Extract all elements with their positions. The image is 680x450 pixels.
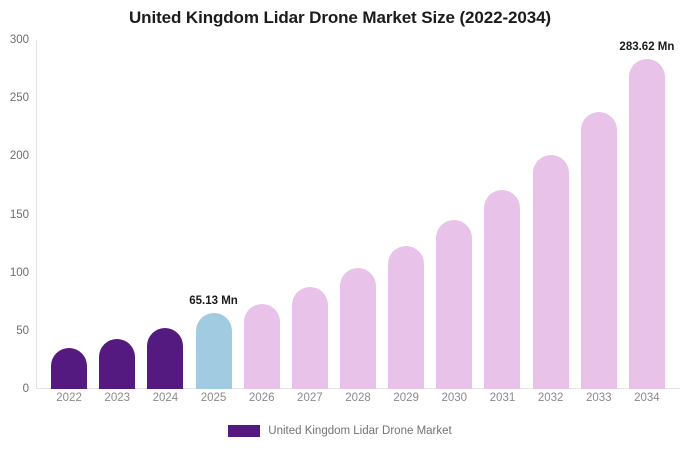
x-axis-tick-label: 2026: [248, 392, 275, 404]
x-axis-tick-label: 2027: [297, 392, 323, 404]
bar[interactable]: [291, 287, 328, 389]
x-axis-tick-label: 2032: [537, 392, 564, 404]
x-axis-tick-label: 2028: [345, 392, 371, 404]
y-axis-tick-label: 250: [9, 92, 29, 105]
x-axis-tick-label: 2025: [200, 392, 227, 404]
bar[interactable]: [99, 338, 136, 389]
bars-layer: 65.13 Mn 283.62 Mn: [36, 40, 680, 389]
legend-item-label: United Kingdom Lidar Drone Market: [268, 425, 452, 437]
bar-group[interactable]: [291, 40, 328, 389]
y-axis-tick-label: 200: [9, 150, 29, 163]
plot-area: 0 50 100 150 200 250 300 65.13 Mn 283.62 Mn 202…: [10, 34, 680, 404]
bar-group[interactable]: [484, 40, 521, 389]
bar[interactable]: [532, 154, 569, 389]
x-axis-tick-label: 2024: [152, 392, 179, 404]
bar-value-label: 283.62 Mn: [619, 41, 675, 54]
x-axis-tick-label: 2031: [489, 392, 516, 404]
y-axis-tick-label: 150: [9, 208, 29, 221]
bar[interactable]: [195, 313, 232, 389]
bar-group[interactable]: [243, 40, 280, 389]
bar-group[interactable]: [436, 40, 473, 389]
bar-group[interactable]: 65.13 Mn: [189, 40, 238, 389]
bar[interactable]: [243, 303, 280, 389]
bar[interactable]: [340, 267, 376, 389]
bar-group[interactable]: [99, 40, 136, 389]
bar[interactable]: [436, 219, 473, 389]
legend-swatch-icon: [228, 425, 261, 437]
bar[interactable]: [147, 327, 184, 389]
x-axis-tick-label: 2030: [441, 392, 468, 404]
bar-group[interactable]: [532, 40, 569, 389]
x-axis-tick-label: 2033: [585, 392, 612, 404]
y-axis-tick-label: 0: [22, 383, 29, 395]
bar[interactable]: [580, 111, 617, 389]
bar[interactable]: [388, 246, 425, 389]
bar-group[interactable]: [580, 40, 617, 389]
legend-item[interactable]: United Kingdom Lidar Drone Market: [228, 425, 452, 437]
bar[interactable]: [51, 348, 88, 389]
y-axis-line: [36, 40, 37, 389]
bar-group[interactable]: [147, 40, 184, 389]
bar-group[interactable]: [388, 40, 425, 389]
chart-title: United Kingdom Lidar Drone Market Size (…: [129, 8, 551, 27]
x-axis-tick-label: 2034: [634, 392, 660, 404]
x-axis-tick-label: 2022: [56, 392, 82, 404]
x-axis-tick-label: 2023: [104, 392, 131, 404]
chart-legend: United Kingdom Lidar Drone Market: [0, 425, 680, 437]
x-axis-tick-label: 2029: [393, 392, 419, 404]
bar-group[interactable]: [340, 40, 376, 389]
bar-value-label: 65.13 Mn: [189, 295, 238, 308]
y-axis-tick-label: 300: [9, 34, 29, 46]
bar[interactable]: [484, 190, 521, 389]
bar-group[interactable]: [51, 40, 88, 389]
bar[interactable]: [628, 59, 665, 389]
y-axis-tick-label: 50: [16, 324, 29, 337]
y-axis-tick-label: 100: [9, 266, 29, 279]
bar-group[interactable]: 283.62 Mn: [619, 40, 674, 389]
